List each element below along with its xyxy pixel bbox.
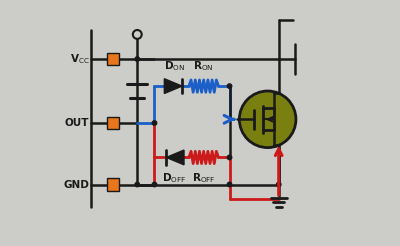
Text: OUT: OUT <box>65 118 89 128</box>
Text: GND: GND <box>64 180 89 189</box>
Polygon shape <box>166 150 184 165</box>
Circle shape <box>133 30 142 39</box>
Bar <box>107 178 118 191</box>
Bar <box>107 53 118 65</box>
Circle shape <box>135 57 140 61</box>
Text: R$_{\mathsf{OFF}}$: R$_{\mathsf{OFF}}$ <box>192 171 216 185</box>
Bar <box>107 117 118 129</box>
Polygon shape <box>164 79 182 93</box>
Circle shape <box>239 91 296 148</box>
Circle shape <box>227 182 232 187</box>
Text: D$_{\mathsf{ON}}$: D$_{\mathsf{ON}}$ <box>164 59 185 73</box>
Text: V$_{\mathsf{CC}}$: V$_{\mathsf{CC}}$ <box>70 52 89 66</box>
Circle shape <box>276 182 281 187</box>
Circle shape <box>227 84 232 88</box>
Text: D$_{\mathsf{OFF}}$: D$_{\mathsf{OFF}}$ <box>162 171 186 185</box>
Circle shape <box>152 182 157 187</box>
Circle shape <box>135 182 140 187</box>
Text: R$_{\mathsf{ON}}$: R$_{\mathsf{ON}}$ <box>194 59 214 73</box>
Circle shape <box>227 155 232 160</box>
Circle shape <box>152 121 157 125</box>
